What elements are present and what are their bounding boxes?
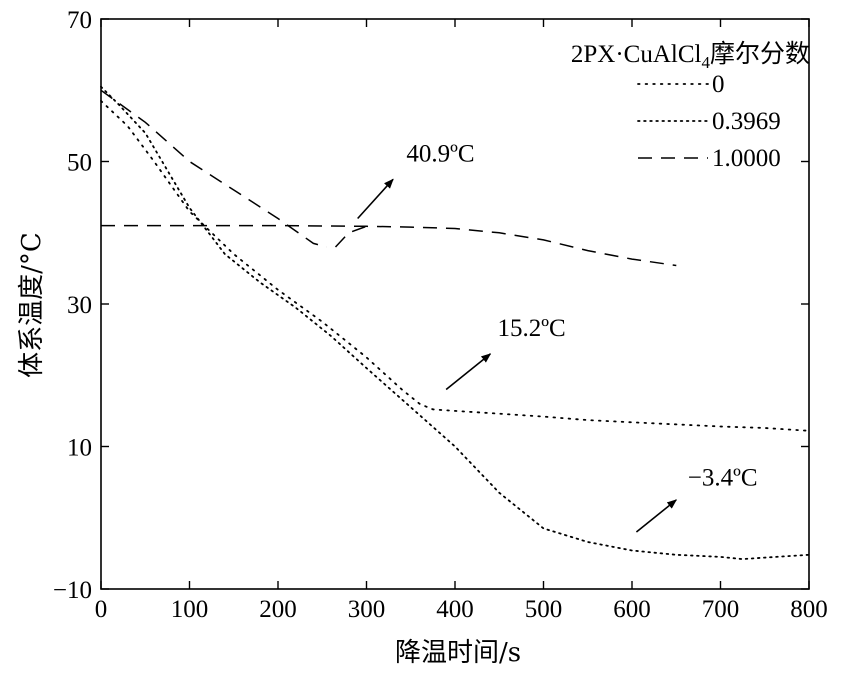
series-1 [100,100,810,432]
series-line [334,225,367,248]
series-line [100,85,810,561]
legend-items: 0 0.3969 1.0000 [637,71,781,172]
x-tick-label: 600 [613,596,651,623]
annotation-layer: 40.9ºC 15.2ºC −3.4ºC [357,141,758,533]
annotation-label: 15.2ºC [497,315,565,342]
plot-border [100,18,810,590]
series-line [100,89,327,248]
y-axis-title: 体系温度/°C [17,232,47,378]
x-axis-ticks: 0 100 200 300 400 500 600 700 800 [95,19,828,623]
x-tick-label: 100 [171,596,209,623]
annotation-arrow [357,178,394,220]
legend-title: 2PX·CuAlCl4摩尔分数 [571,40,810,72]
x-tick-label: 0 [95,596,108,623]
y-tick-label: 10 [67,435,92,462]
legend-title-main: 2PX·CuAlCl [571,41,702,68]
legend-label: 0.3969 [712,108,781,135]
legend-title-tail: 摩尔分数 [710,40,810,68]
y-axis-ticks: −10 10 30 50 70 [53,7,809,604]
legend-label: 1.0000 [712,145,781,172]
series-3 [100,89,677,267]
plot-frame [100,18,810,590]
y-tick-label: 70 [67,7,92,34]
x-tick-label: 300 [348,596,386,623]
y-tick-label: −10 [53,577,92,604]
annotation-arrow [635,499,678,533]
series-layer [100,85,810,561]
x-tick-label: 400 [436,596,474,623]
annotation-label: 40.9ºC [406,141,474,168]
annotation-label: −3.4ºC [688,465,758,492]
x-tick-label: 700 [702,596,740,623]
x-tick-label: 500 [525,596,563,623]
x-tick-label: 800 [790,596,828,623]
x-tick-label: 200 [259,596,297,623]
series-2 [100,85,810,561]
series-line [100,100,810,432]
legend-label: 0 [712,71,725,98]
series-line [101,224,677,267]
x-axis-title: 降温时间/s [395,638,521,668]
y-tick-label: 30 [67,292,92,319]
legend: 2PX·CuAlCl4摩尔分数 0 0.3969 1.0000 [571,40,810,172]
legend-title-subscript: 4 [701,53,710,72]
annotation-arrow [445,353,492,391]
y-tick-label: 50 [67,150,92,177]
